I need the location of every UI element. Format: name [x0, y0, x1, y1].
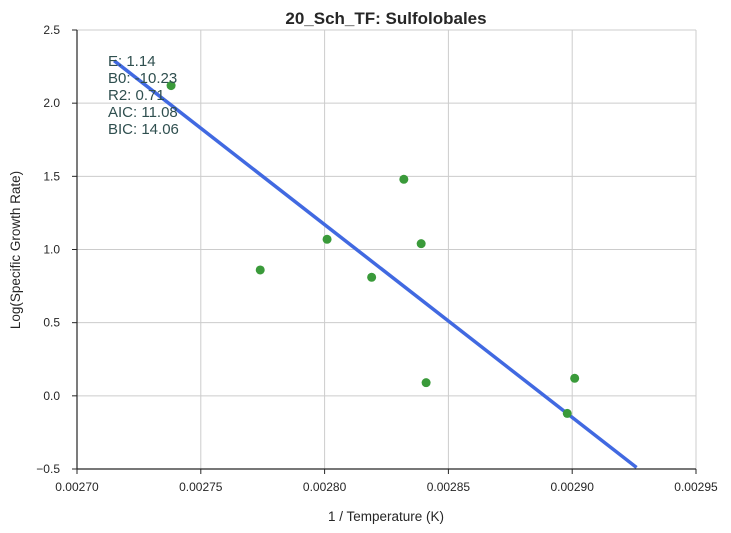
data-point: [416, 239, 426, 249]
y-tick-label: 2.0: [43, 96, 60, 110]
data-point: [399, 174, 409, 184]
data-point: [322, 234, 332, 244]
y-tick-label: −0.5: [36, 462, 60, 476]
y-tick-label: 2.5: [43, 23, 60, 37]
y-tick-label: 0.0: [43, 389, 60, 403]
data-point: [562, 408, 572, 418]
chart-title: 20_Sch_TF: Sulfolobales: [285, 9, 486, 28]
x-tick-label: 0.00290: [551, 480, 595, 494]
x-tick-labels: 0.00270 0.00275 0.00280 0.00285 0.00290 0.002…: [55, 480, 718, 494]
data-point: [570, 373, 580, 383]
x-tick-label: 0.00275: [179, 480, 223, 494]
fit-line: [113, 59, 638, 469]
data-point: [255, 265, 265, 275]
fit-line-group: [113, 59, 638, 469]
stats-line: B0: -10.23: [108, 70, 177, 87]
y-tick-label: 1.0: [43, 243, 60, 257]
y-tick-label: 0.5: [43, 316, 60, 330]
y-axis-label: Log(Specific Growth Rate): [8, 171, 23, 329]
x-tick-label: 0.00280: [303, 480, 347, 494]
stats-line: R2: 0.71: [108, 87, 165, 104]
stats-line: BIC: 14.06: [108, 121, 179, 138]
data-point: [166, 81, 176, 91]
points-group: [166, 81, 580, 418]
data-point: [421, 378, 431, 388]
axes: [72, 29, 697, 474]
x-tick-label: 0.00285: [427, 480, 471, 494]
stats-line: AIC: 11.08: [108, 104, 178, 121]
data-point: [367, 272, 377, 282]
stats-line: E: 1.14: [108, 53, 156, 70]
x-tick-label: 0.00270: [55, 480, 99, 494]
y-tick-label: 1.5: [43, 169, 60, 183]
grid: [76, 29, 697, 470]
x-axis-label: 1 / Temperature (K): [328, 509, 444, 524]
x-tick-label: 0.00295: [674, 480, 718, 494]
y-tick-labels: 2.5 2.0 1.5 1.0 0.5 0.0 −0.5: [36, 23, 60, 476]
